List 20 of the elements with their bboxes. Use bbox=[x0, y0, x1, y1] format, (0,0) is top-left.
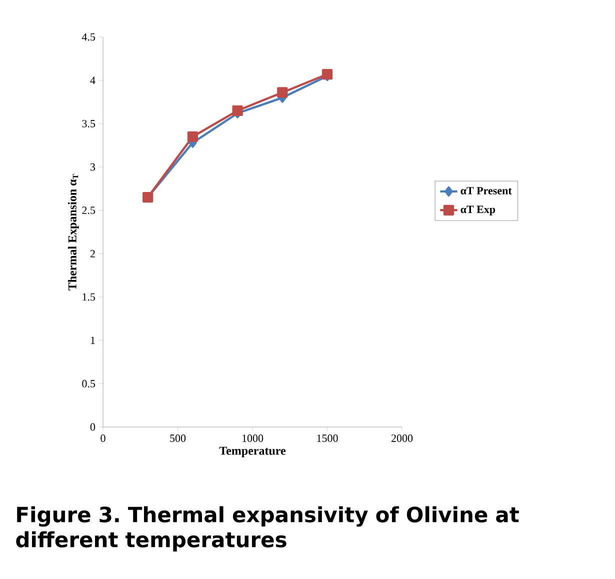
x-tick-label: 500 bbox=[170, 434, 186, 442]
x-tick-label: 0 bbox=[100, 434, 106, 442]
x-axis-title: Temperature bbox=[219, 446, 286, 458]
y-tick-label: 2.5 bbox=[82, 206, 96, 214]
y-tick-label: 1 bbox=[90, 336, 95, 344]
y-tick-label: 0 bbox=[90, 423, 96, 431]
y-tick-label: 4 bbox=[90, 76, 96, 84]
y-tick-label: 0.5 bbox=[82, 380, 96, 388]
y-tick-label: 4.5 bbox=[82, 33, 96, 41]
y-axis-title: Thermal Expansion α$_{T}$ bbox=[68, 174, 79, 290]
x-tick-label: 1000 bbox=[242, 434, 264, 442]
x-tick-label: 2000 bbox=[391, 434, 413, 442]
y-tick-label: 3 bbox=[90, 163, 96, 171]
y-tick-label: 3.5 bbox=[82, 120, 96, 128]
legend-label: αT Present bbox=[460, 187, 512, 194]
x-tick-label: 1500 bbox=[317, 434, 338, 442]
y-tick-label: 2 bbox=[90, 250, 95, 258]
y-tick-label: 1.5 bbox=[82, 293, 96, 301]
caption: Figure 3. Thermal expansivity of Olivine at different temperatures bbox=[16, 506, 519, 552]
legend-label: αT Exp bbox=[460, 206, 496, 216]
